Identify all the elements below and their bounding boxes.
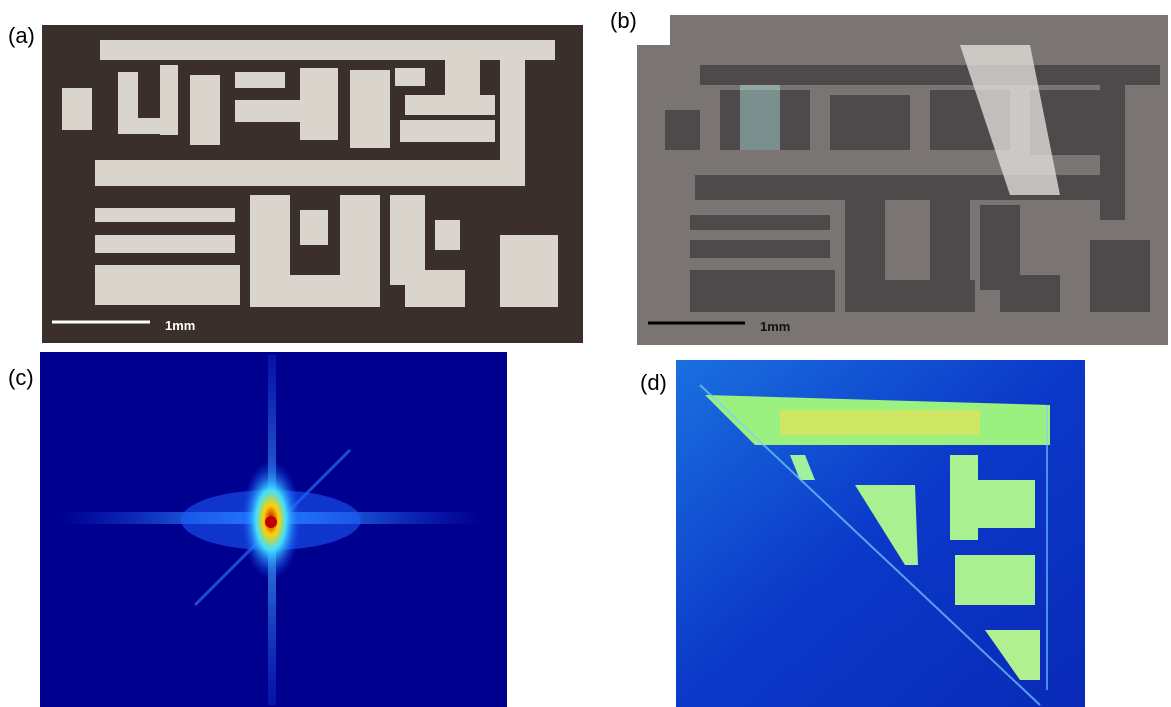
panel-b: 1mm (b) xyxy=(610,8,1168,345)
scale-bar-label: 1mm xyxy=(760,319,790,334)
panel-label: (b) xyxy=(610,8,637,33)
panel-d: (d) xyxy=(640,360,1085,707)
panel-label: (c) xyxy=(8,365,34,390)
panel-c: (c) xyxy=(8,352,507,707)
panel-label: (d) xyxy=(640,370,667,395)
panel-a: 1mm (a) xyxy=(8,23,583,343)
figure: 1mm (a) 1mm (b) xyxy=(0,0,1171,707)
panel-label: (a) xyxy=(8,23,35,48)
scale-bar-label: 1mm xyxy=(165,318,195,333)
